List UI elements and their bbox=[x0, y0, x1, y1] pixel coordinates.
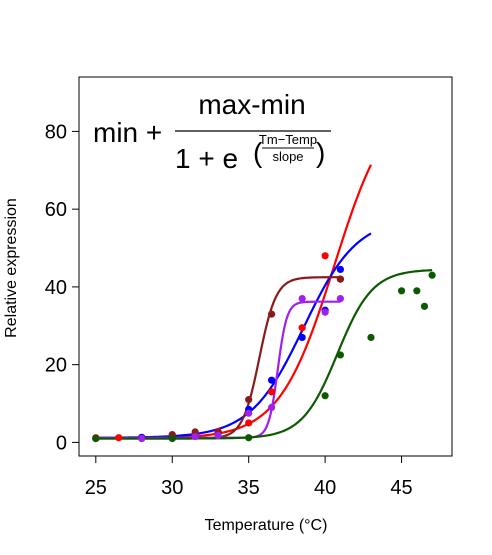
x-axis-title: Temperature (°C) bbox=[205, 517, 328, 534]
data-point-series-5 bbox=[321, 392, 329, 400]
data-point-series-2 bbox=[336, 265, 345, 274]
data-point-series-1 bbox=[268, 388, 276, 396]
y-tick-label: 20 bbox=[45, 355, 67, 377]
data-point-series-5 bbox=[92, 434, 100, 443]
fitted-curves bbox=[95, 164, 433, 440]
data-point-series-4 bbox=[245, 409, 253, 417]
data-point-series-4 bbox=[191, 432, 199, 441]
formula-close-paren: ) bbox=[316, 137, 325, 168]
data-point-series-5 bbox=[168, 434, 176, 443]
formula-open-paren: ( bbox=[253, 137, 263, 168]
y-tick-label: 80 bbox=[45, 121, 67, 143]
fit-curve-2 bbox=[95, 232, 372, 439]
x-tick-label: 30 bbox=[161, 477, 183, 499]
formula-one-plus-e: 1 + e bbox=[175, 143, 238, 174]
data-point-series-5 bbox=[428, 271, 436, 279]
data-point-series-1 bbox=[321, 252, 329, 260]
x-axis: 25 30 35 40 45 bbox=[85, 456, 413, 499]
data-point-series-5 bbox=[245, 434, 253, 442]
x-tick-label: 25 bbox=[85, 477, 107, 499]
data-point-series-5 bbox=[397, 287, 406, 295]
x-tick-label: 45 bbox=[390, 477, 412, 499]
data-point-series-2 bbox=[268, 376, 276, 384]
data-points bbox=[92, 252, 436, 443]
formula-exp-numerator: Tm−Temp bbox=[259, 132, 317, 147]
data-point-series-5 bbox=[367, 333, 375, 342]
data-point-series-3 bbox=[245, 396, 253, 404]
y-tick-label: 60 bbox=[45, 199, 67, 221]
data-point-series-4 bbox=[138, 434, 146, 443]
x-tick-label: 40 bbox=[314, 477, 336, 499]
formula-annotation: min + max-min 1 + e ( Tm−Temp slope ) bbox=[93, 89, 331, 174]
y-axis-title: Relative expression bbox=[3, 198, 20, 338]
data-point-series-4 bbox=[268, 403, 276, 412]
formula-numerator: max-min bbox=[198, 89, 305, 120]
data-point-series-1 bbox=[298, 324, 306, 332]
data-point-series-5 bbox=[413, 287, 421, 295]
y-tick-label: 40 bbox=[45, 277, 67, 299]
data-point-series-2 bbox=[298, 333, 306, 342]
data-point-series-4 bbox=[214, 431, 222, 439]
data-point-series-3 bbox=[268, 310, 276, 318]
data-point-series-1 bbox=[245, 419, 253, 427]
data-point-series-5 bbox=[420, 302, 429, 310]
data-point-series-4 bbox=[321, 308, 329, 316]
plot-frame bbox=[78, 76, 453, 457]
y-tick-label: 0 bbox=[56, 432, 67, 454]
data-point-series-1 bbox=[115, 434, 123, 442]
data-point-series-4 bbox=[336, 294, 345, 303]
data-point-series-3 bbox=[336, 275, 345, 283]
formula-exp-denominator: slope bbox=[272, 149, 303, 164]
data-point-series-4 bbox=[298, 294, 306, 303]
fit-curve-5 bbox=[95, 269, 433, 440]
data-point-series-5 bbox=[336, 351, 345, 359]
formula-min-plus: min + bbox=[93, 117, 162, 148]
x-tick-label: 35 bbox=[238, 477, 260, 499]
y-axis: 0 20 40 60 80 bbox=[45, 121, 79, 454]
